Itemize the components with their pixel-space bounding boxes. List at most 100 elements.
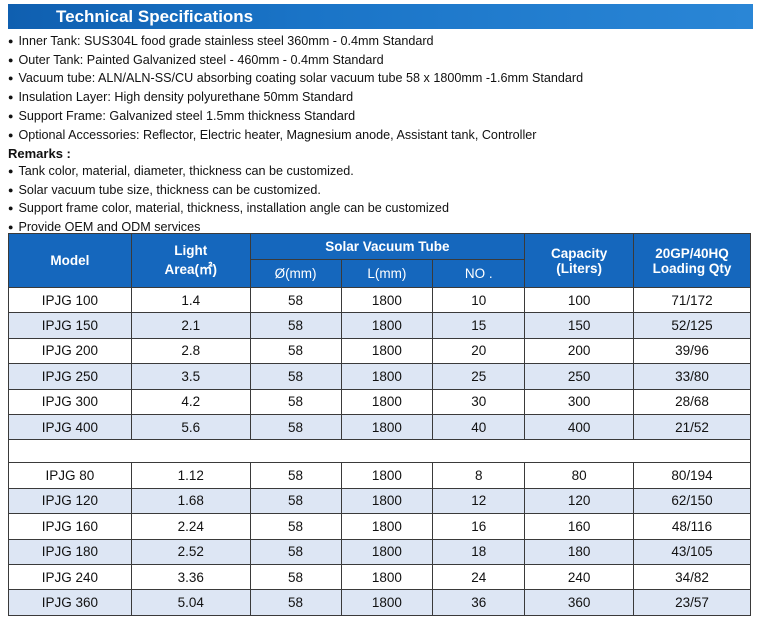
cell-model: IPJG 80	[8, 462, 132, 489]
header-diameter: Ø(mm)	[249, 259, 342, 288]
cell-qty: 52/125	[633, 312, 751, 339]
remark-item: Provide OEM and ODM services	[8, 219, 753, 238]
cell-qty: 28/68	[633, 388, 751, 415]
cell-len: 1800	[340, 337, 434, 365]
cell-no: 24	[432, 563, 526, 591]
cell-no: 15	[432, 312, 526, 339]
table-row: IPJG 300 4.2 58 1800 30 300 28/68	[8, 388, 751, 415]
group-separator-cell	[8, 439, 751, 464]
cell-no: 12	[432, 487, 526, 515]
table-row: IPJG 250 3.5 58 1800 25 250 33/80	[8, 363, 751, 390]
cell-model: IPJG 120	[8, 487, 132, 515]
table-row: IPJG 240 3.36 58 1800 24 240 34/82	[8, 563, 751, 591]
header-loading: 20GP/40HQ Loading Qty	[633, 233, 751, 288]
spec-item: Vacuum tube: ALN/ALN-SS/CU absorbing coa…	[8, 70, 753, 89]
cell-model: IPJG 160	[8, 513, 132, 540]
header-tube-group: Solar Vacuum Tube	[249, 233, 526, 260]
cell-dia: 58	[249, 388, 342, 415]
cell-qty: 80/194	[633, 462, 751, 489]
cell-no: 16	[432, 513, 526, 540]
cell-cap: 80	[524, 462, 635, 489]
cell-dia: 58	[249, 413, 342, 441]
cell-dia: 58	[249, 363, 342, 390]
cell-cap: 300	[524, 388, 635, 415]
cell-qty: 71/172	[633, 286, 751, 314]
cell-area: 5.6	[130, 413, 251, 441]
header-capacity: Capacity (Liters)	[524, 233, 635, 288]
cell-area: 1.12	[130, 462, 251, 489]
cell-qty: 48/116	[633, 513, 751, 540]
cell-cap: 200	[524, 337, 635, 365]
cell-len: 1800	[340, 388, 434, 415]
header-loading-line2: Loading Qty	[652, 260, 732, 276]
cell-model: IPJG 180	[8, 538, 132, 565]
cell-area: 3.5	[130, 363, 251, 390]
cell-cap: 150	[524, 312, 635, 339]
cell-len: 1800	[340, 286, 434, 314]
header-light-area: Light Area(㎡)	[130, 233, 251, 288]
remark-item: Solar vacuum tube size, thickness can be…	[8, 182, 753, 201]
header-length: L(mm)	[340, 259, 434, 288]
cell-area: 3.36	[130, 563, 251, 591]
spec-list: Inner Tank: SUS304L food grade stainless…	[8, 33, 753, 238]
cell-model: IPJG 250	[8, 363, 132, 390]
cell-cap: 240	[524, 563, 635, 591]
cell-area: 2.52	[130, 538, 251, 565]
cell-no: 8	[432, 462, 526, 489]
header-light-area-line2: Area(㎡)	[164, 262, 217, 277]
cell-len: 1800	[340, 563, 434, 591]
cell-area: 5.04	[130, 589, 251, 616]
cell-model: IPJG 100	[8, 286, 132, 314]
cell-dia: 58	[249, 462, 342, 489]
cell-len: 1800	[340, 487, 434, 515]
cell-cap: 120	[524, 487, 635, 515]
cell-dia: 58	[249, 589, 342, 616]
cell-cap: 400	[524, 413, 635, 441]
header-loading-line1: 20GP/40HQ	[655, 245, 729, 261]
remarks-heading: Remarks :	[8, 146, 71, 162]
cell-area: 4.2	[130, 388, 251, 415]
table-row: IPJG 80 1.12 58 1800 8 80 80/194	[8, 462, 751, 489]
spec-item: Outer Tank: Painted Galvanized steel - 4…	[8, 52, 753, 71]
cell-model: IPJG 300	[8, 388, 132, 415]
cell-qty: 62/150	[633, 487, 751, 515]
cell-cap: 160	[524, 513, 635, 540]
cell-model: IPJG 360	[8, 589, 132, 616]
spec-item: Insulation Layer: High density polyureth…	[8, 89, 753, 108]
header-light-area-line1: Light	[174, 243, 208, 258]
cell-qty: 33/80	[633, 363, 751, 390]
cell-dia: 58	[249, 286, 342, 314]
table-row: IPJG 150 2.1 58 1800 15 150 52/125	[8, 312, 751, 339]
cell-model: IPJG 240	[8, 563, 132, 591]
header-model: Model	[8, 233, 132, 288]
cell-len: 1800	[340, 589, 434, 616]
cell-no: 40	[432, 413, 526, 441]
cell-qty: 34/82	[633, 563, 751, 591]
group-separator-row	[8, 439, 751, 464]
cell-qty: 39/96	[633, 337, 751, 365]
cell-no: 20	[432, 337, 526, 365]
cell-model: IPJG 200	[8, 337, 132, 365]
header-capacity-line2: (Liters)	[556, 260, 602, 276]
page-title: Technical Specifications	[56, 7, 254, 26]
title-bar: Technical Specifications	[8, 4, 753, 29]
cell-area: 1.4	[130, 286, 251, 314]
header-capacity-line1: Capacity	[550, 245, 608, 261]
header-number: NO .	[432, 259, 526, 288]
table-row: IPJG 120 1.68 58 1800 12 120 62/150	[8, 487, 751, 515]
cell-area: 2.24	[130, 513, 251, 540]
table-row: IPJG 180 2.52 58 1800 18 180 43/105	[8, 538, 751, 565]
table-row: IPJG 360 5.04 58 1800 36 360 23/57	[8, 589, 751, 616]
table-row: IPJG 100 1.4 58 1800 10 100 71/172	[8, 286, 751, 314]
spec-item: Optional Accessories: Reflector, Electri…	[8, 127, 753, 146]
remark-item: Support frame color, material, thickness…	[8, 200, 753, 219]
cell-qty: 43/105	[633, 538, 751, 565]
cell-area: 1.68	[130, 487, 251, 515]
cell-dia: 58	[249, 312, 342, 339]
cell-model: IPJG 150	[8, 312, 132, 339]
spec-item: Support Frame: Galvanized steel 1.5mm th…	[8, 108, 753, 127]
cell-qty: 21/52	[633, 413, 751, 441]
cell-area: 2.8	[130, 337, 251, 365]
cell-cap: 250	[524, 363, 635, 390]
cell-no: 10	[432, 286, 526, 314]
